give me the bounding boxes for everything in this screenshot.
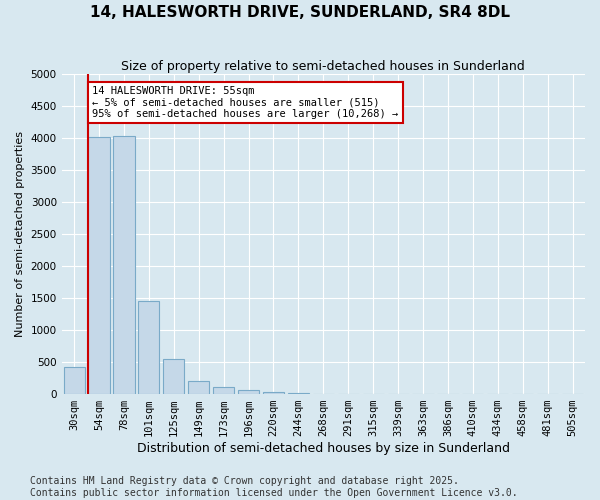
Text: 14, HALESWORTH DRIVE, SUNDERLAND, SR4 8DL: 14, HALESWORTH DRIVE, SUNDERLAND, SR4 8D… [90,5,510,20]
Bar [238,390,259,394]
Bar [263,392,284,394]
Text: Contains HM Land Registry data © Crown copyright and database right 2025.
Contai: Contains HM Land Registry data © Crown c… [30,476,518,498]
Bar [288,393,309,394]
Title: Size of property relative to semi-detached houses in Sunderland: Size of property relative to semi-detach… [121,60,525,73]
Bar [213,387,234,394]
Bar [138,300,160,394]
X-axis label: Distribution of semi-detached houses by size in Sunderland: Distribution of semi-detached houses by … [137,442,510,455]
Text: 14 HALESWORTH DRIVE: 55sqm
← 5% of semi-detached houses are smaller (515)
95% of: 14 HALESWORTH DRIVE: 55sqm ← 5% of semi-… [92,86,398,119]
Y-axis label: Number of semi-detached properties: Number of semi-detached properties [15,131,25,337]
Bar [163,359,184,394]
Bar [88,137,110,394]
Bar [113,136,134,394]
Bar [64,367,85,394]
Bar [188,382,209,394]
